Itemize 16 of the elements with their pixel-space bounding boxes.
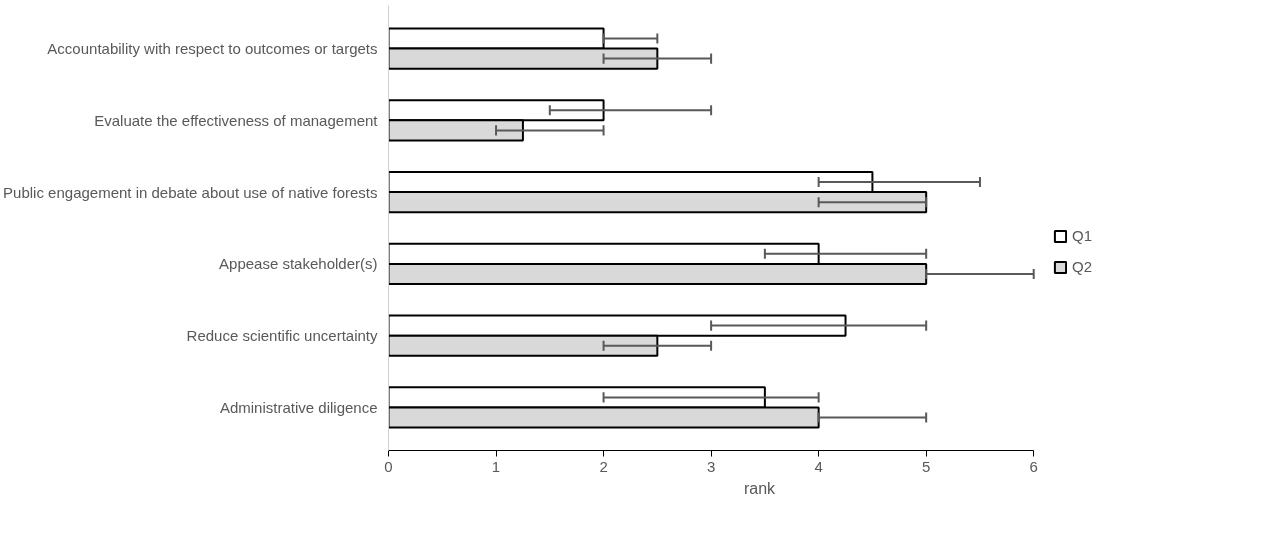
x-axis-title: rank [743, 479, 777, 497]
x-tick-label: 4 [814, 457, 823, 475]
x-tick-label: 2 [599, 457, 608, 475]
y-tick-label: Appease stakeholder(s) [219, 255, 378, 273]
x-tick-label: 3 [706, 457, 716, 475]
x-tick-label: 0 [384, 457, 393, 475]
x-tick-label: 5 [922, 457, 931, 475]
y-tick-label: Administrative diligence [219, 398, 378, 416]
legend-label: Q1 [1072, 227, 1093, 244]
y-tick-label: Public engagement in debate about use of native forests [3, 183, 378, 201]
y-tick-label: Accountability with respect to outcomes or targets [47, 40, 378, 58]
y-tick-label: Evaluate the effectiveness of management [94, 111, 379, 129]
x-tick-label: 6 [1029, 457, 1038, 475]
y-tick-label: Reduce scientific uncertainty [186, 327, 378, 345]
x-tick-label: 1 [491, 457, 501, 475]
legend-label: Q2 [1072, 258, 1093, 275]
